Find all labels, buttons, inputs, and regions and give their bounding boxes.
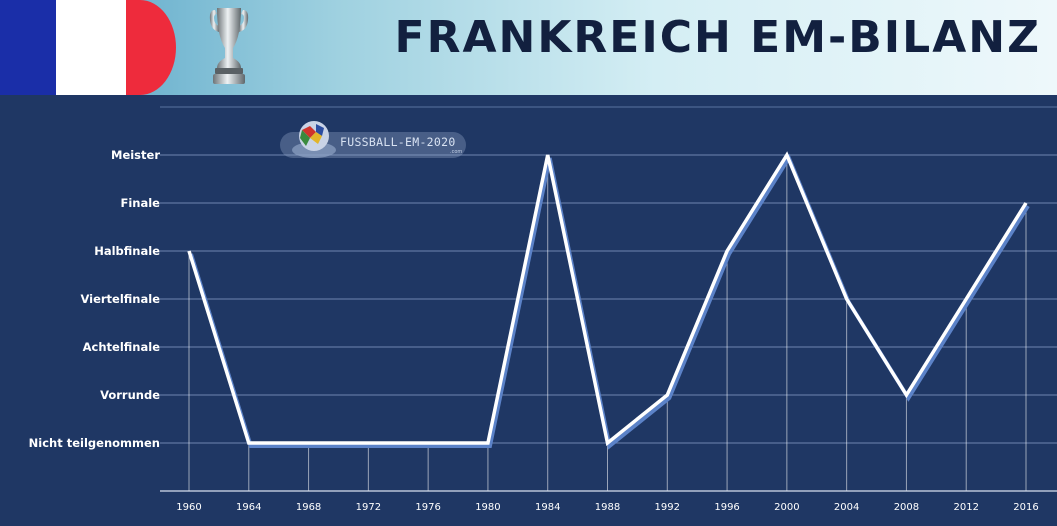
flag-blue-stripe: [0, 0, 56, 95]
flag-red-stripe: [126, 0, 176, 95]
x-tick-label: 1988: [595, 502, 620, 513]
series-line-shadow: [189, 153, 1030, 450]
watermark-text: FUSSBALL-EM-2020: [340, 135, 456, 149]
x-tick-label: 2000: [774, 502, 799, 513]
x-tick-label: 1980: [475, 502, 500, 513]
x-tick-label: 1960: [176, 502, 201, 513]
x-tick-label: 2012: [953, 502, 978, 513]
x-tick-label: 2008: [894, 502, 919, 513]
x-tick-label: 1968: [296, 502, 321, 513]
flag-white-stripe: [56, 0, 126, 95]
y-tick-label: Achtelfinale: [83, 340, 161, 354]
header-band: FRANKREICH EM-BILANZ: [0, 0, 1057, 95]
x-tick-label: 2004: [834, 502, 859, 513]
watermark-suffix: .com: [450, 149, 463, 155]
line-chart: Nicht teilgenommen Vorrunde Achtelfinale Vi…: [29, 106, 1057, 513]
y-tick-label: Meister: [111, 148, 160, 162]
x-tick-label: 2016: [1013, 502, 1038, 513]
x-tick-label: 1996: [714, 502, 739, 513]
y-tick-label: Halbfinale: [94, 244, 160, 258]
y-tick-label: Vorrunde: [100, 388, 160, 402]
chart-drop-lines: [188, 155, 1027, 491]
y-tick-label: Viertelfinale: [80, 292, 160, 306]
x-axis-labels: 1960 1964 1968 1972 1976 1980 1984 1988 1992 1996…: [176, 502, 1038, 513]
football-globe-icon: [292, 121, 336, 158]
france-flag-icon: [0, 0, 176, 95]
site-watermark: FUSSBALL-EM-2020 .com: [280, 118, 470, 162]
y-tick-label: Nicht teilgenommen: [29, 436, 160, 450]
series-line-frankreich: [187, 151, 1028, 447]
page-title: FRANKREICH EM-BILANZ: [394, 12, 1041, 63]
y-axis-labels: Nicht teilgenommen Vorrunde Achtelfinale Vi…: [29, 148, 161, 450]
x-tick-label: 1964: [236, 502, 261, 513]
y-tick-label: Finale: [121, 196, 161, 210]
x-tick-label: 1972: [356, 502, 381, 513]
x-tick-label: 1976: [415, 502, 440, 513]
x-tick-label: 1992: [655, 502, 680, 513]
x-tick-label: 1984: [535, 502, 560, 513]
em-trophy-icon: [209, 8, 249, 84]
